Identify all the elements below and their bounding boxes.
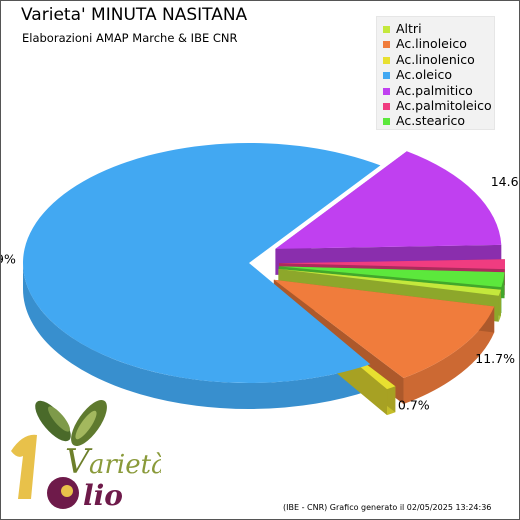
pie-slice (278, 259, 505, 270)
legend-label: Ac.stearico (396, 113, 466, 129)
chart-title: Varieta' MINUTA NASITANA (21, 5, 248, 25)
pie-slice-side (23, 263, 371, 409)
olive-leaves-icon (35, 400, 107, 446)
legend-label: Ac.palmitico (396, 82, 473, 98)
pie-slice (278, 266, 505, 288)
logo-stroke-icon (11, 434, 37, 499)
pie-slice (275, 151, 502, 249)
legend-swatch (383, 103, 390, 110)
legend-swatch (383, 26, 390, 33)
legend-swatch (383, 56, 390, 64)
legend: Altri Ac.linoleico Ac.linolenico Ac.oleico A… (376, 16, 495, 130)
legend-swatch (383, 87, 390, 95)
legend-label: Ac.linoleico (396, 36, 467, 52)
logo-word-varieta: arietà (89, 450, 161, 480)
pie-slice (22, 143, 381, 384)
pie-label: 0.7% (398, 398, 430, 413)
pie-slice (273, 279, 495, 379)
chart-subtitle: Elaborazioni AMAP Marche & IBE CNR (22, 31, 238, 45)
pie-slice (278, 268, 501, 296)
varieta-olio-logo: V arietà lio (11, 400, 161, 511)
legend-label: Ac.palmitoleico (396, 98, 492, 113)
pie-label: 14.6% (491, 174, 519, 189)
legend-swatch (383, 41, 390, 49)
legend-label: Ac.linolenico (396, 51, 475, 67)
legend-label: Altri (396, 21, 422, 36)
legend-swatch (383, 72, 390, 80)
legend-label: Ac.oleico (396, 67, 452, 83)
logo-initial-v: V (65, 442, 93, 482)
footer-timestamp: (IBE - CNR) Grafico generato il 02/05/20… (283, 503, 492, 512)
pie-label: 68.9% (1, 251, 16, 266)
logo-word-olio: lio (83, 479, 123, 511)
pie-label: 11.7% (475, 351, 515, 366)
legend-swatch (383, 118, 390, 126)
olive-highlight-icon (61, 485, 73, 497)
pie-slice-side (403, 306, 495, 405)
